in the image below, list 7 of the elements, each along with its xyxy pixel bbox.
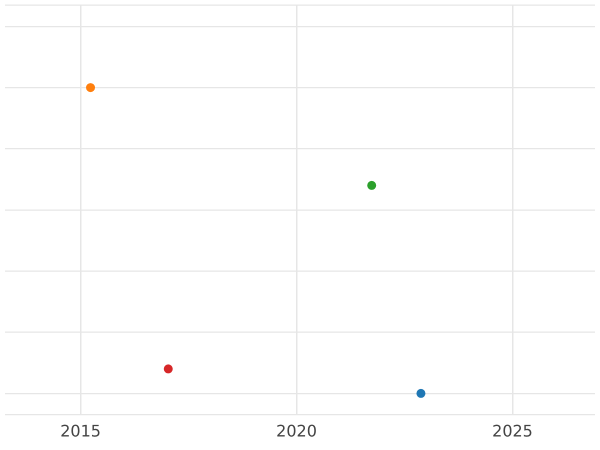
x-tick-label: 2015: [60, 422, 101, 441]
x-tick-label: 2025: [492, 422, 533, 441]
point: [86, 83, 96, 92]
point: [416, 388, 426, 398]
x-tick-label: 2020: [276, 422, 317, 441]
point: [367, 180, 376, 190]
point: [164, 364, 173, 374]
